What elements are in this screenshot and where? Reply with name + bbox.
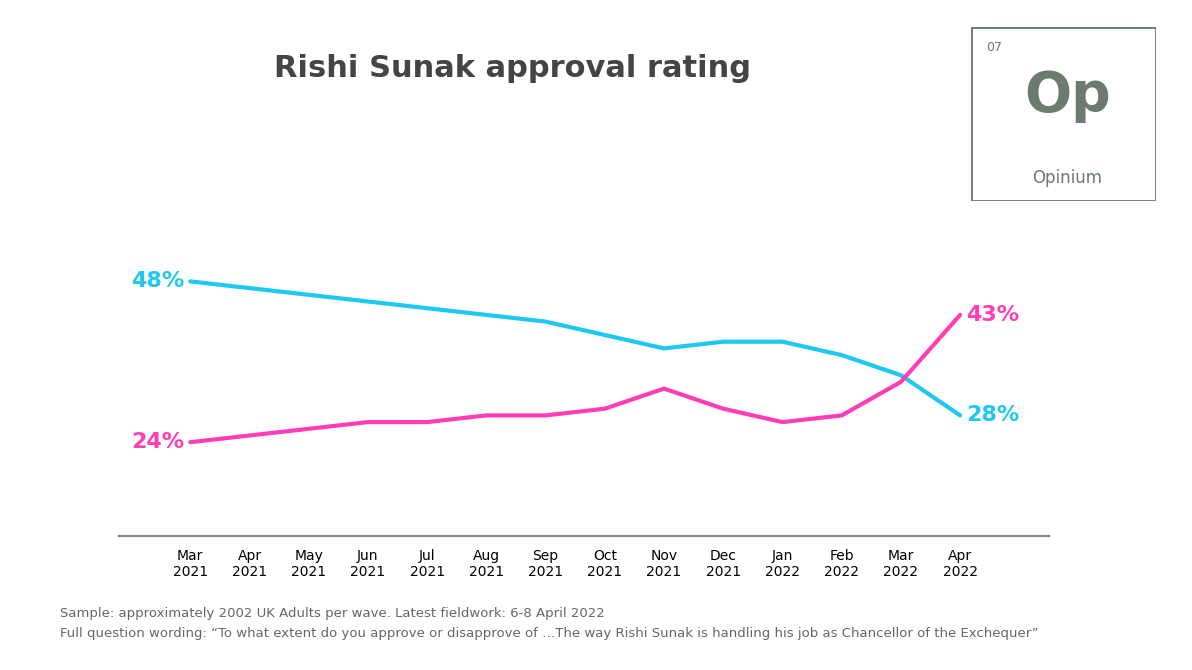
Text: Sample: approximately 2002 UK Adults per wave. Latest fieldwork: 6-8 April 2022: Sample: approximately 2002 UK Adults per…: [60, 607, 604, 620]
Text: 43%: 43%: [966, 305, 1019, 325]
Text: 07: 07: [986, 41, 1002, 54]
Text: Full question wording: “To what extent do you approve or disapprove of …The way : Full question wording: “To what extent d…: [60, 627, 1038, 640]
Text: Rishi Sunak approval rating: Rishi Sunak approval rating: [274, 54, 751, 82]
Text: Opinium: Opinium: [1032, 169, 1103, 187]
Text: 48%: 48%: [131, 271, 185, 291]
Text: 24%: 24%: [131, 432, 185, 452]
Text: Op: Op: [1024, 70, 1111, 123]
Text: 28%: 28%: [966, 405, 1019, 425]
